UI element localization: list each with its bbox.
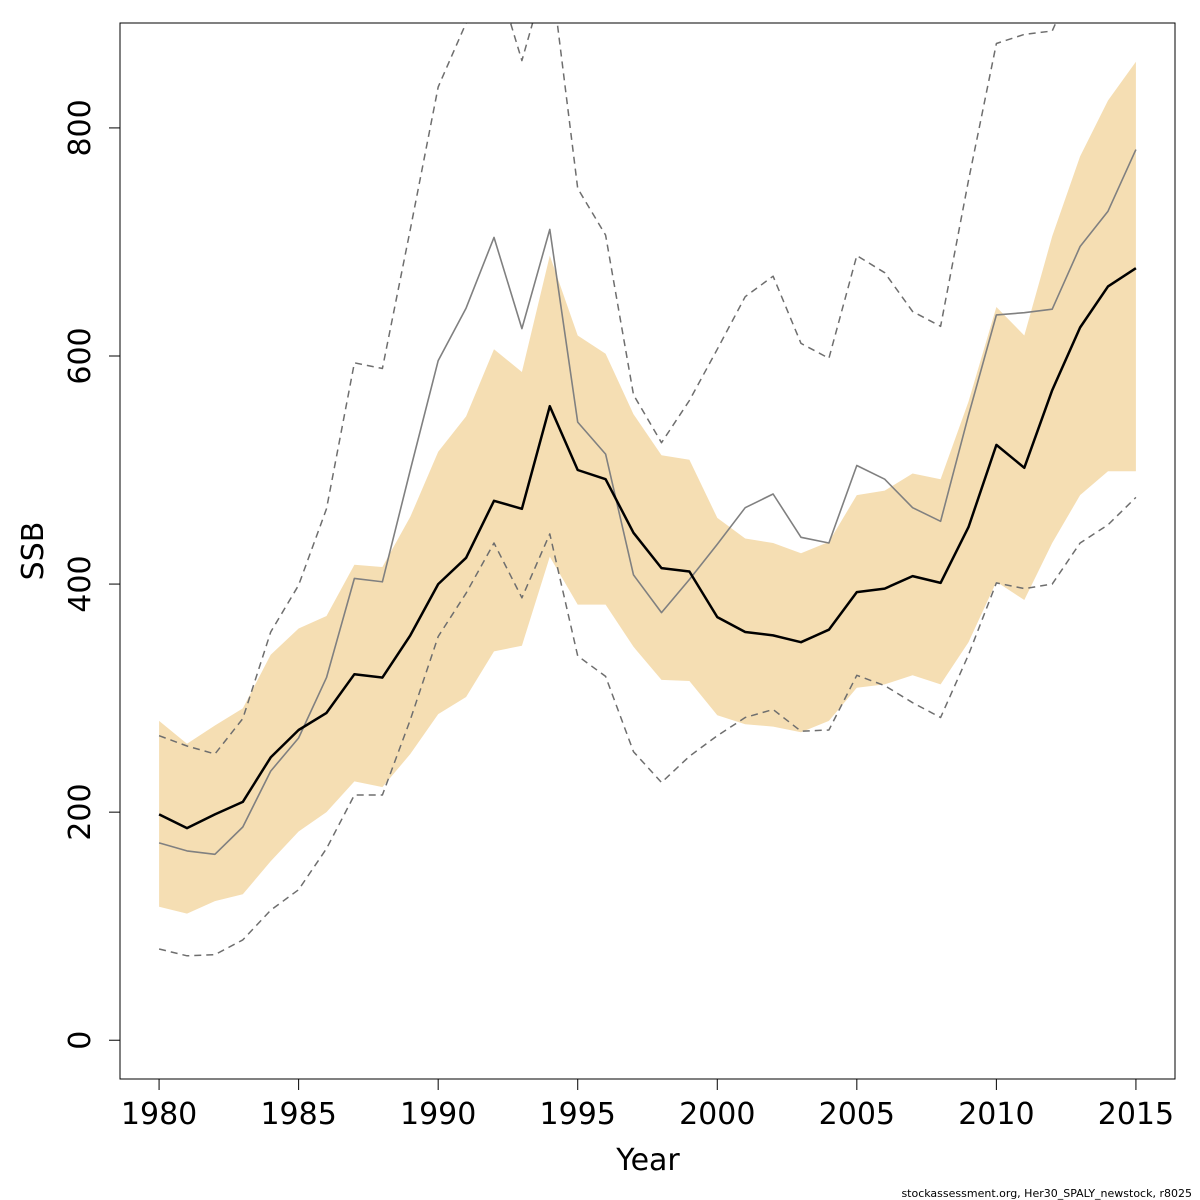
x-tick-label: 1980 — [121, 1097, 197, 1132]
x-tick-label: 2000 — [679, 1097, 755, 1132]
x-tick-label: 1990 — [400, 1097, 476, 1132]
y-axis-title: SSB — [16, 522, 51, 581]
plot-area — [158, 23, 1137, 957]
y-tick-label: 800 — [63, 99, 98, 156]
y-tick-label: 200 — [63, 783, 98, 840]
alt-run-upper-ci-line — [158, 23, 1057, 755]
axes: 1980 1985 1990 1995 2000 2005 2010 2015 0 200 400 6… — [63, 99, 1174, 1132]
y-tick-label: 400 — [63, 555, 98, 612]
alt-run-lower-ci-line — [158, 496, 1137, 957]
x-tick-label: 2010 — [958, 1097, 1034, 1132]
x-tick-label: 2005 — [819, 1097, 895, 1132]
y-tick-label: 600 — [63, 327, 98, 384]
x-tick-label: 1995 — [540, 1097, 616, 1132]
y-tick-label: 0 — [63, 1031, 98, 1050]
credit-text: stockassessment.org, Her30_SPALY_newstoc… — [901, 1187, 1192, 1200]
ssb-estimate-line — [158, 267, 1137, 830]
x-tick-label: 2015 — [1098, 1097, 1174, 1132]
alt-run-line — [158, 149, 1137, 856]
confidence-band — [159, 61, 1136, 914]
x-axis-title: Year — [615, 1143, 680, 1178]
x-tick-label: 1985 — [260, 1097, 336, 1132]
